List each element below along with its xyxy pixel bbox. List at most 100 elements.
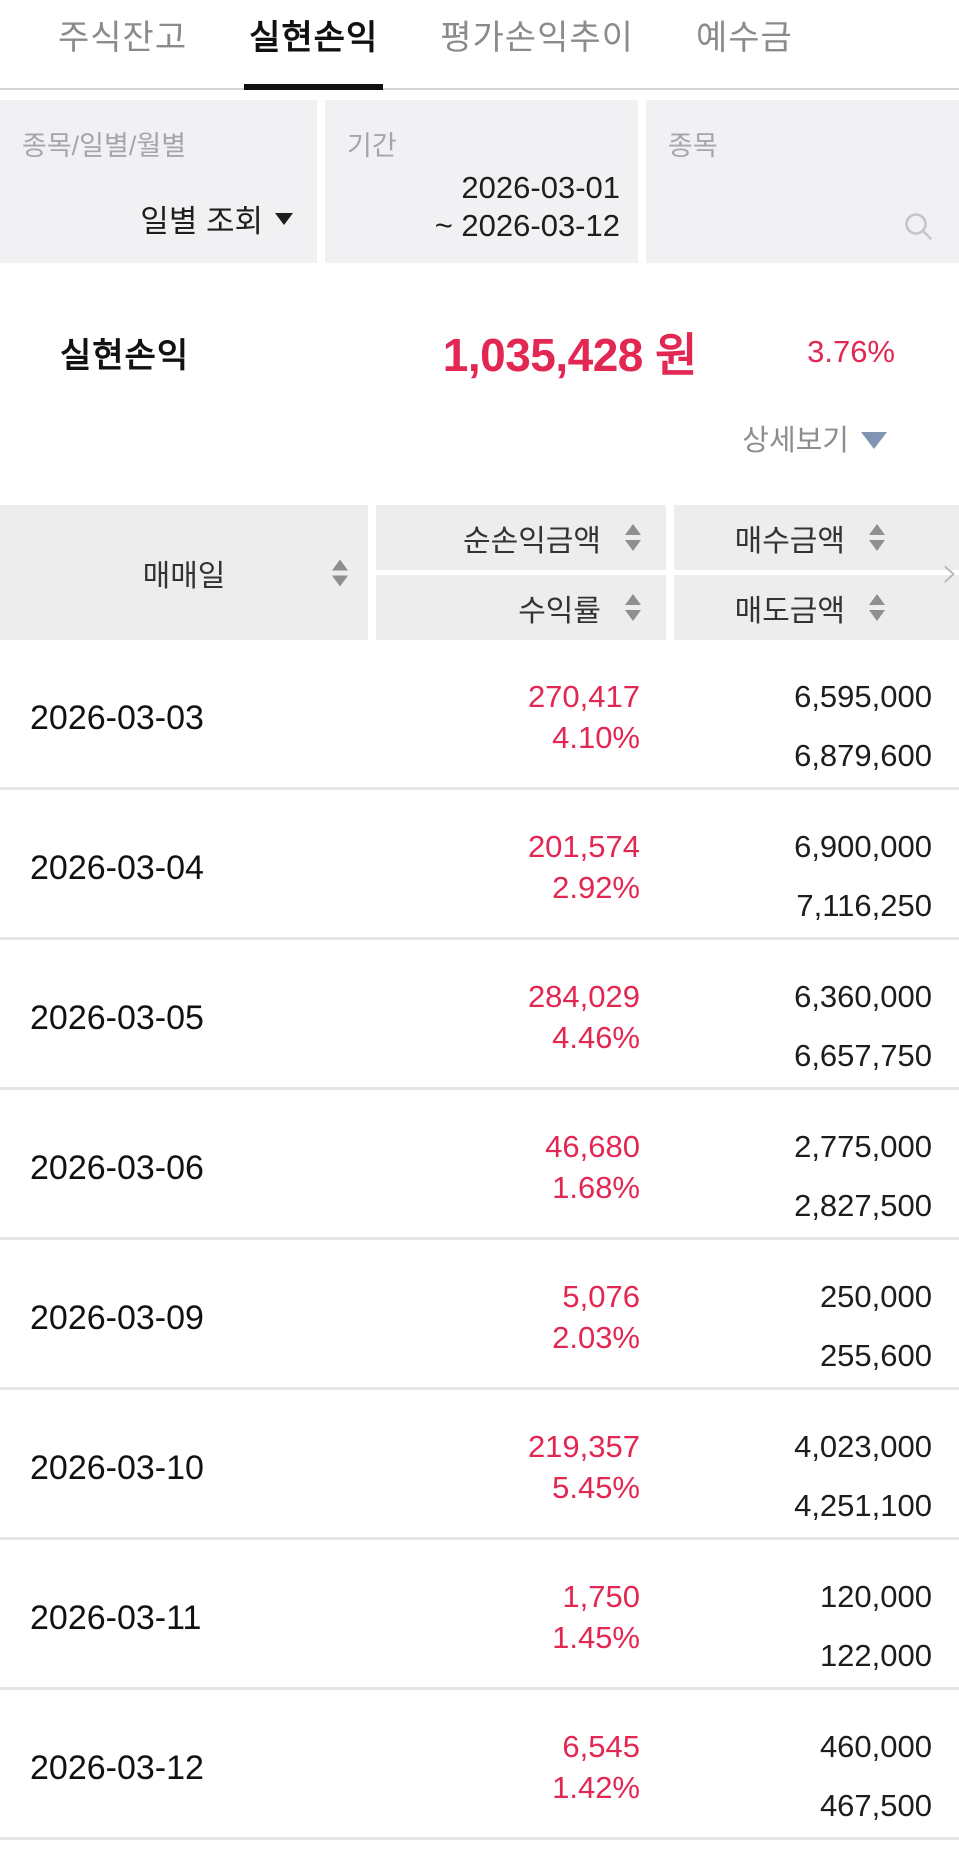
return-rate-value: 2.03% xyxy=(552,1320,640,1355)
sort-down-icon xyxy=(869,610,885,621)
period-to: ~ 2026-03-12 xyxy=(434,208,620,243)
search-icon[interactable] xyxy=(903,211,933,241)
period-filter[interactable]: 기간 2026-03-01 ~ 2026-03-12 xyxy=(325,100,638,263)
query-type-value: 일별 조회 xyxy=(140,204,263,239)
trade-date: 2026-03-05 xyxy=(30,999,204,1037)
sort-down-icon xyxy=(625,540,641,551)
table-row[interactable]: 2026-03-09 5,076 2.03% 250,000 255,600 xyxy=(0,1240,959,1390)
table-row[interactable]: 2026-03-11 1,750 1.45% 120,000 122,000 xyxy=(0,1540,959,1690)
table-row[interactable]: 2026-03-10 219,357 5.45% 4,023,000 4,251… xyxy=(0,1390,959,1540)
pnl-cell: 270,417 4.10% xyxy=(368,640,640,787)
pnl-cell: 219,357 5.45% xyxy=(368,1390,640,1537)
table-row[interactable]: 2026-03-05 284,029 4.46% 6,360,000 6,657… xyxy=(0,940,959,1090)
stock-search-filter[interactable]: 종목 xyxy=(646,100,959,263)
return-rate-value: 5.45% xyxy=(552,1470,640,1505)
header-trade-date[interactable]: 매매일 xyxy=(0,505,368,640)
sell-amount-value: 2,827,500 xyxy=(794,1188,932,1223)
amount-cell: 6,900,000 7,116,250 xyxy=(640,790,959,937)
tab-deposit[interactable]: 예수금 xyxy=(695,19,793,57)
sort-down-icon xyxy=(869,540,885,551)
amount-cell: 120,000 122,000 xyxy=(640,1540,959,1687)
return-rate-value: 1.42% xyxy=(552,1770,640,1805)
scroll-right-chevron-icon[interactable]: › xyxy=(941,546,959,598)
return-rate-value: 4.46% xyxy=(552,1020,640,1055)
header-trade-date-label: 매매일 xyxy=(142,559,226,593)
query-type-filter[interactable]: 종목/일별/월별 일별 조회 xyxy=(0,100,317,263)
header-buy-amount[interactable]: 매수금액 xyxy=(674,505,959,570)
table-row[interactable]: 2026-03-03 270,417 4.10% 6,595,000 6,879… xyxy=(0,640,959,790)
header-pnl-column: 순손익금액 수익률 xyxy=(376,505,666,640)
table-header: 매매일 순손익금액 수익률 매수금액 xyxy=(0,505,959,640)
header-sell-amount[interactable]: 매도금액 xyxy=(674,575,959,640)
table-row[interactable]: 2026-03-12 6,545 1.42% 460,000 467,500 xyxy=(0,1690,959,1840)
sell-amount-value: 7,116,250 xyxy=(796,888,932,923)
amount-cell: 4,023,000 4,251,100 xyxy=(640,1390,959,1537)
period-value[interactable]: 2026-03-01 ~ 2026-03-12 xyxy=(435,169,620,245)
net-pnl-value: 6,545 xyxy=(562,1729,640,1764)
trade-date: 2026-03-04 xyxy=(30,849,204,887)
realized-pnl-value: 1,035,428 원 xyxy=(442,329,698,381)
pnl-cell: 201,574 2.92% xyxy=(368,790,640,937)
pnl-cell: 1,750 1.45% xyxy=(368,1540,640,1687)
header-net-pnl-label: 순손익금액 xyxy=(463,524,601,558)
net-pnl-value: 5,076 xyxy=(562,1279,640,1314)
trade-date: 2026-03-12 xyxy=(30,1749,204,1787)
header-buy-amount-label: 매수금액 xyxy=(734,524,845,558)
header-amount-column: 매수금액 매도금액 xyxy=(674,505,959,640)
net-pnl-value: 46,680 xyxy=(545,1129,640,1164)
buy-amount-value: 250,000 xyxy=(819,1279,932,1314)
detail-row: 상세보기 xyxy=(0,417,959,457)
sort-icon[interactable] xyxy=(625,594,641,621)
amount-cell: 2,775,000 2,827,500 xyxy=(640,1090,959,1237)
sell-amount-value: 122,000 xyxy=(819,1638,932,1673)
buy-amount-value: 6,595,000 xyxy=(794,679,932,714)
net-pnl-value: 284,029 xyxy=(527,979,640,1014)
trade-date: 2026-03-09 xyxy=(30,1299,204,1337)
sell-amount-value: 6,879,600 xyxy=(794,738,932,773)
stock-label: 종목 xyxy=(668,131,718,161)
sort-icon[interactable] xyxy=(625,524,641,551)
sort-up-icon xyxy=(332,559,348,570)
top-tab-bar: 주식잔고 실현손익 평가손익추이 예수금 xyxy=(0,0,959,90)
buy-amount-value: 460,000 xyxy=(819,1729,932,1764)
query-type-dropdown[interactable]: 일별 조회 xyxy=(140,196,293,241)
tab-valuation-pnl-trend[interactable]: 평가손익추이 xyxy=(440,19,634,57)
sort-down-icon xyxy=(332,575,348,586)
amount-cell: 460,000 467,500 xyxy=(640,1690,959,1837)
tab-realized-pnl[interactable]: 실현손익 xyxy=(244,10,384,90)
sort-up-icon xyxy=(869,594,885,605)
sort-icon[interactable] xyxy=(869,524,885,551)
table-body: 2026-03-03 270,417 4.10% 6,595,000 6,879… xyxy=(0,640,959,1840)
trade-date: 2026-03-10 xyxy=(30,1449,204,1487)
net-pnl-value: 270,417 xyxy=(527,679,640,714)
sell-amount-value: 4,251,100 xyxy=(794,1488,932,1523)
sort-down-icon xyxy=(625,610,641,621)
return-rate-value: 2.92% xyxy=(552,870,640,905)
detail-view-label: 상세보기 xyxy=(742,425,849,457)
trade-date: 2026-03-03 xyxy=(30,699,204,737)
buy-amount-value: 4,023,000 xyxy=(794,1429,932,1464)
header-return-rate[interactable]: 수익률 xyxy=(376,575,666,640)
header-return-rate-label: 수익률 xyxy=(518,594,601,628)
buy-amount-value: 2,775,000 xyxy=(794,1129,932,1164)
filter-bar: 종목/일별/월별 일별 조회 기간 2026-03-01 ~ 2026-03-1… xyxy=(0,100,959,263)
buy-amount-value: 120,000 xyxy=(819,1579,932,1614)
detail-view-button[interactable]: 상세보기 xyxy=(742,417,887,459)
sort-icon[interactable] xyxy=(332,559,348,586)
tab-stock-balance[interactable]: 주식잔고 xyxy=(58,19,188,57)
sort-icon[interactable] xyxy=(869,594,885,621)
pnl-cell: 5,076 2.03% xyxy=(368,1240,640,1387)
pnl-cell: 6,545 1.42% xyxy=(368,1690,640,1837)
buy-amount-value: 6,900,000 xyxy=(794,829,932,864)
header-net-pnl[interactable]: 순손익금액 xyxy=(376,505,666,570)
table-row[interactable]: 2026-03-06 46,680 1.68% 2,775,000 2,827,… xyxy=(0,1090,959,1240)
buy-amount-value: 6,360,000 xyxy=(794,979,932,1014)
table-row[interactable]: 2026-03-04 201,574 2.92% 6,900,000 7,116… xyxy=(0,790,959,940)
realized-pnl-percent: 3.76% xyxy=(807,334,895,369)
amount-cell: 6,360,000 6,657,750 xyxy=(640,940,959,1087)
amount-cell: 6,595,000 6,879,600 xyxy=(640,640,959,787)
pnl-cell: 46,680 1.68% xyxy=(368,1090,640,1237)
return-rate-value: 1.45% xyxy=(552,1620,640,1655)
realized-pnl-label: 실현손익 xyxy=(60,336,190,375)
return-rate-value: 1.68% xyxy=(552,1170,640,1205)
